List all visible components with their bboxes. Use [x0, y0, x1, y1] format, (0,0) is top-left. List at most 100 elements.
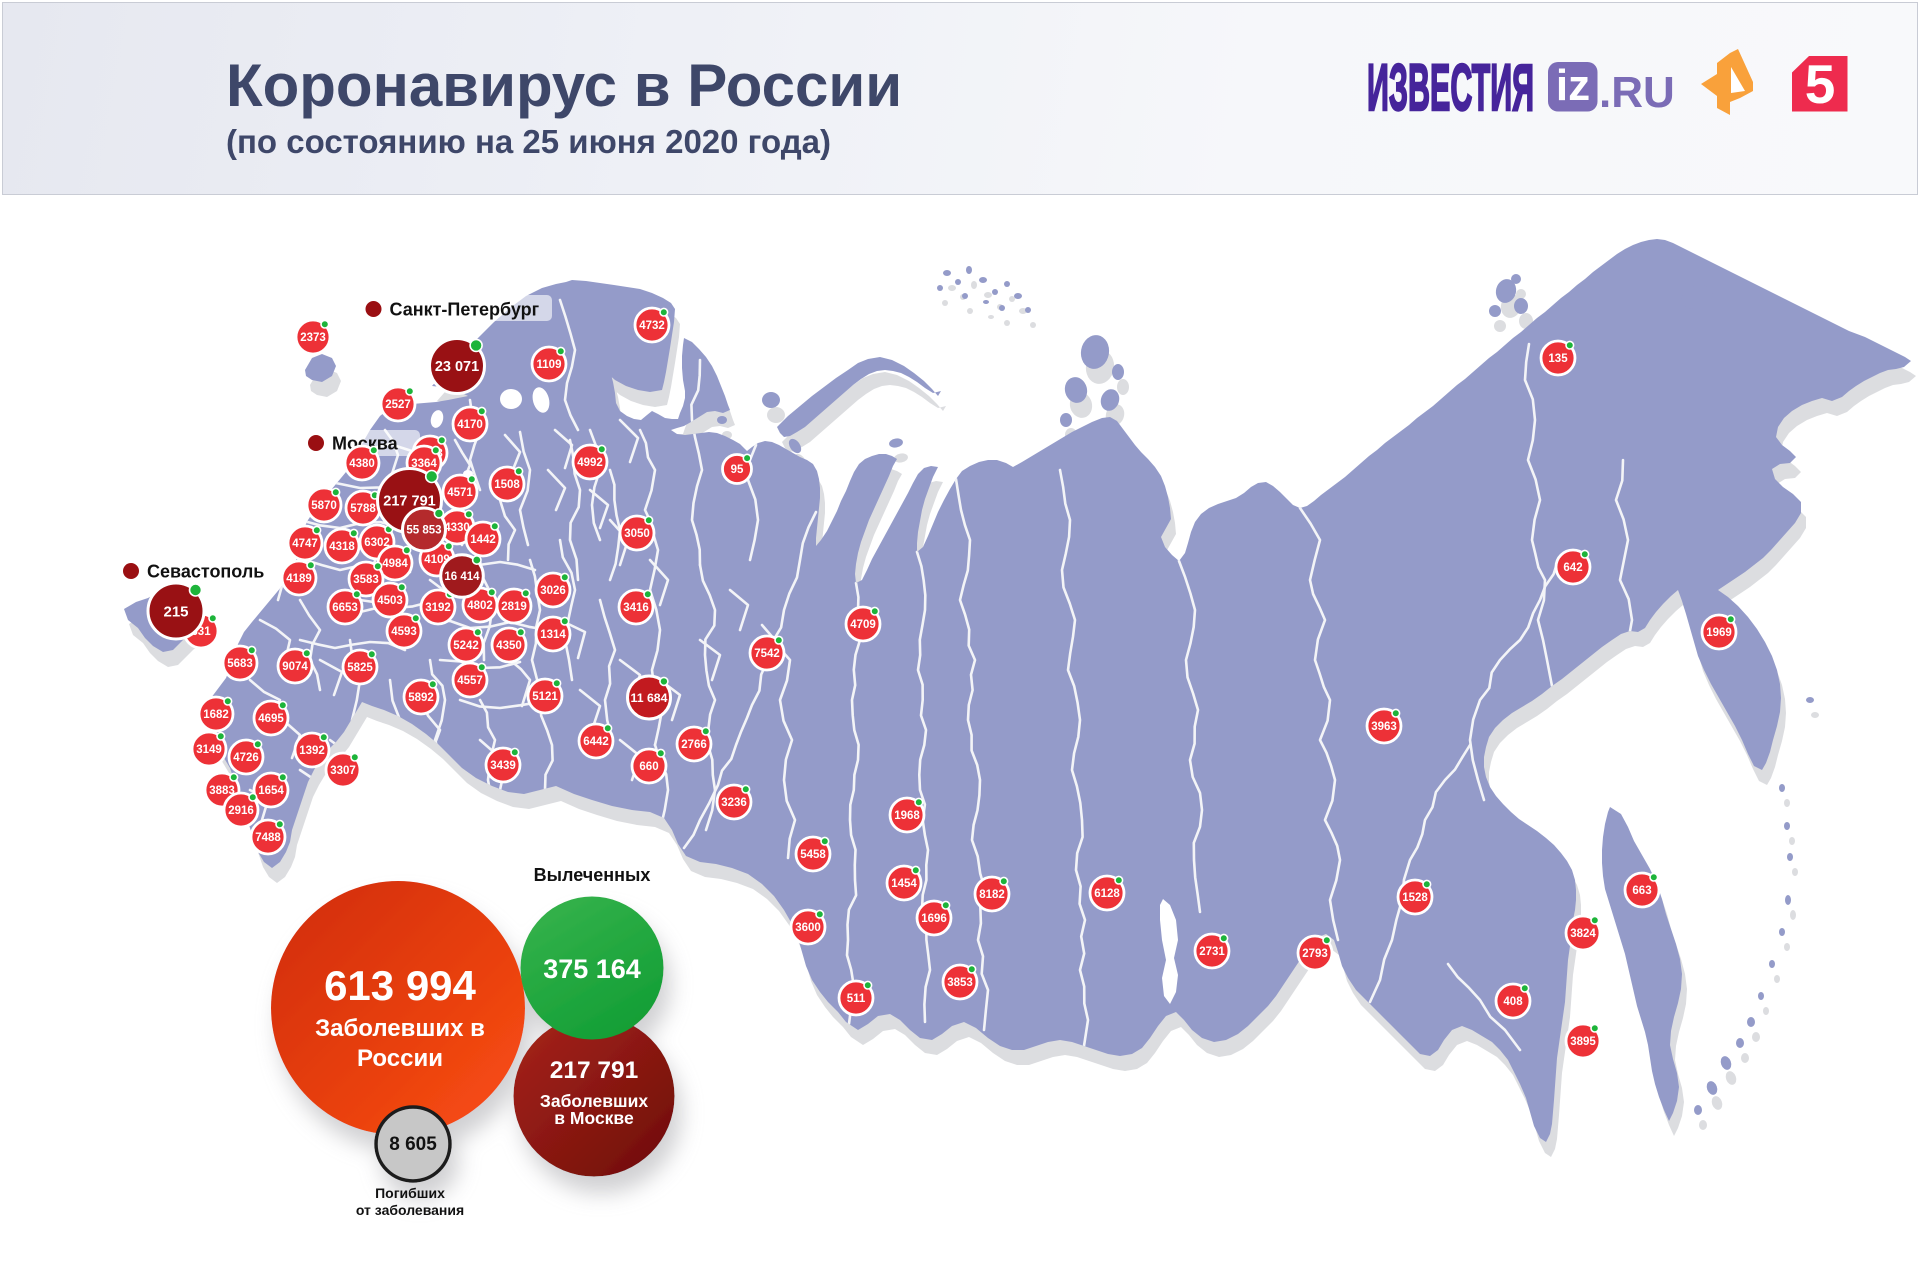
- svg-text:4330: 4330: [444, 522, 470, 534]
- svg-text:.RU: .RU: [1599, 68, 1675, 117]
- svg-text:Севастополь: Севастополь: [147, 562, 264, 582]
- svg-text:4380: 4380: [349, 458, 375, 470]
- svg-text:9074: 9074: [282, 661, 308, 673]
- svg-text:2766: 2766: [681, 739, 707, 751]
- svg-text:3236: 3236: [721, 797, 747, 809]
- svg-text:ИЗВЕСТИЯ: ИЗВЕСТИЯ: [1367, 50, 1534, 124]
- svg-text:663: 663: [1632, 885, 1651, 897]
- svg-text:Заболевших: Заболевших: [540, 1091, 648, 1111]
- svg-text:1314: 1314: [540, 629, 566, 641]
- svg-text:4503: 4503: [377, 595, 403, 607]
- svg-text:1528: 1528: [1402, 892, 1428, 904]
- svg-text:5: 5: [1805, 53, 1836, 115]
- svg-text:5683: 5683: [227, 658, 253, 670]
- svg-text:iz: iz: [1556, 61, 1590, 110]
- svg-text:России: России: [357, 1045, 443, 1072]
- svg-text:135: 135: [1548, 353, 1568, 365]
- svg-text:Заболевших в: Заболевших в: [315, 1015, 485, 1042]
- svg-text:3824: 3824: [1570, 928, 1596, 940]
- svg-text:4984: 4984: [382, 558, 408, 570]
- svg-text:3149: 3149: [196, 744, 222, 756]
- svg-text:408: 408: [1503, 996, 1523, 1008]
- svg-text:217 791: 217 791: [550, 1057, 639, 1084]
- svg-text:3050: 3050: [624, 528, 650, 540]
- svg-text:1969: 1969: [1706, 627, 1732, 639]
- svg-text:3963: 3963: [1371, 721, 1397, 733]
- svg-text:Москва: Москва: [332, 434, 399, 454]
- svg-text:1109: 1109: [537, 359, 562, 371]
- svg-text:2373: 2373: [300, 332, 326, 344]
- svg-text:7488: 7488: [255, 832, 281, 844]
- svg-text:3307: 3307: [330, 765, 356, 777]
- svg-text:8182: 8182: [979, 889, 1005, 901]
- svg-text:217 791: 217 791: [383, 494, 435, 510]
- svg-text:5242: 5242: [453, 640, 479, 652]
- svg-text:Погибших: Погибших: [375, 1185, 445, 1201]
- svg-text:4747: 4747: [292, 538, 318, 550]
- svg-text:3439: 3439: [490, 760, 516, 772]
- svg-text:3026: 3026: [540, 585, 566, 597]
- svg-text:1968: 1968: [894, 810, 920, 822]
- svg-text:1454: 1454: [891, 878, 917, 890]
- svg-text:6442: 6442: [583, 736, 609, 748]
- svg-text:8 605: 8 605: [389, 1134, 437, 1155]
- svg-text:1442: 1442: [470, 534, 496, 546]
- svg-text:511: 511: [847, 993, 866, 1005]
- svg-text:1392: 1392: [299, 745, 325, 757]
- svg-text:4189: 4189: [286, 573, 312, 585]
- svg-text:6302: 6302: [364, 537, 390, 549]
- svg-text:4992: 4992: [577, 457, 603, 469]
- svg-text:4802: 4802: [467, 600, 493, 612]
- svg-text:642: 642: [1563, 562, 1582, 574]
- svg-text:1682: 1682: [203, 709, 229, 721]
- svg-text:3895: 3895: [1570, 1036, 1596, 1048]
- svg-text:3853: 3853: [947, 977, 973, 989]
- svg-text:6653: 6653: [332, 602, 358, 614]
- svg-text:375 164: 375 164: [543, 954, 641, 984]
- svg-text:3583: 3583: [353, 574, 379, 586]
- svg-text:4557: 4557: [457, 675, 483, 687]
- svg-text:1696: 1696: [921, 913, 947, 925]
- svg-text:2819: 2819: [501, 601, 527, 613]
- svg-text:215: 215: [163, 603, 188, 620]
- svg-text:23 071: 23 071: [435, 359, 479, 375]
- svg-text:95: 95: [731, 464, 744, 476]
- svg-text:4593: 4593: [391, 626, 417, 638]
- svg-text:4732: 4732: [639, 320, 665, 332]
- svg-text:1654: 1654: [258, 785, 284, 797]
- svg-text:5892: 5892: [408, 692, 434, 704]
- svg-text:4726: 4726: [233, 752, 259, 764]
- svg-text:5458: 5458: [800, 849, 826, 861]
- svg-text:3364: 3364: [411, 458, 437, 470]
- svg-text:7542: 7542: [754, 648, 780, 660]
- svg-text:от заболевания: от заболевания: [356, 1202, 464, 1218]
- svg-text:2916: 2916: [228, 805, 254, 817]
- svg-text:5825: 5825: [347, 662, 373, 674]
- svg-text:6128: 6128: [1094, 888, 1120, 900]
- svg-text:Санкт-Петербург: Санкт-Петербург: [390, 300, 540, 320]
- svg-text:4695: 4695: [258, 713, 284, 725]
- svg-text:2793: 2793: [1302, 948, 1328, 960]
- svg-text:613 994: 613 994: [324, 962, 476, 1009]
- svg-text:3600: 3600: [795, 922, 821, 934]
- svg-text:2527: 2527: [385, 399, 411, 411]
- svg-text:4318: 4318: [329, 541, 355, 553]
- svg-text:55 853: 55 853: [406, 525, 441, 537]
- svg-text:3192: 3192: [425, 602, 451, 614]
- svg-text:1508: 1508: [494, 479, 520, 491]
- svg-text:4350: 4350: [496, 640, 522, 652]
- svg-text:в Москве: в Москве: [554, 1108, 634, 1128]
- svg-text:3416: 3416: [623, 602, 649, 614]
- svg-text:Вылеченных: Вылеченных: [534, 865, 651, 885]
- svg-text:4709: 4709: [850, 619, 876, 631]
- svg-text:5870: 5870: [311, 500, 337, 512]
- svg-text:660: 660: [639, 761, 658, 773]
- svg-text:2731: 2731: [1199, 946, 1225, 958]
- svg-text:16 414: 16 414: [444, 571, 480, 583]
- svg-text:4571: 4571: [447, 487, 473, 499]
- svg-text:5788: 5788: [350, 503, 376, 515]
- svg-text:5121: 5121: [532, 691, 558, 703]
- svg-text:11 684: 11 684: [631, 691, 668, 705]
- svg-text:3883: 3883: [209, 785, 235, 797]
- svg-text:4170: 4170: [457, 419, 483, 431]
